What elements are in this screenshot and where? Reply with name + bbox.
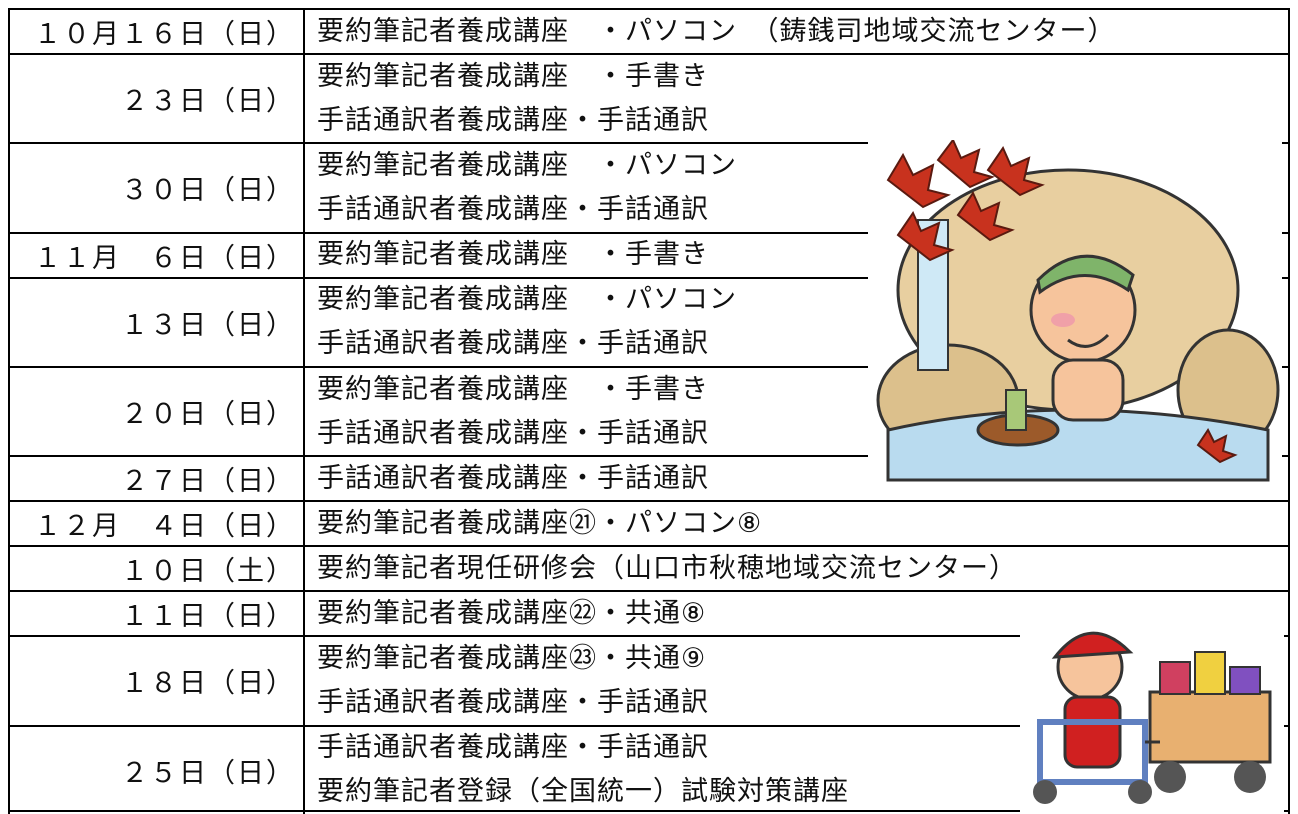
date-cell: １２月 ４日（日） bbox=[8, 502, 305, 546]
table-row: ３０日（日） 要約筆記者養成講座 ・パソコン 手話通訳者養成講座・手話通訳 bbox=[8, 142, 1290, 232]
event-line: 要約筆記者養成講座 ・パソコン bbox=[317, 149, 737, 181]
event-cell: 要約筆記者養成講座㉓・共通⑨ 手話通訳者養成講座・手話通訳 bbox=[305, 637, 1290, 725]
event-cell: 要約筆記者現任研修会（山口市秋穂地域交流センター） bbox=[305, 547, 1290, 591]
table-row: ２５日（日） 手話通訳者養成講座・手話通訳 要約筆記者登録（全国統一）試験対策講座 bbox=[8, 724, 1290, 814]
event-line: 要約筆記者養成講座 ・パソコン bbox=[317, 284, 737, 316]
table-row: １０月１６日（日） 要約筆記者養成講座 ・パソコン （鋳銭司地域交流センター） bbox=[8, 8, 1290, 53]
table-bottom-border bbox=[8, 810, 1290, 812]
date-cell: １８日（日） bbox=[8, 637, 305, 725]
event-line: 手話通訳者養成講座・手話通訳 bbox=[317, 686, 709, 718]
event-line: 手話通訳者養成講座・手話通訳 bbox=[317, 417, 709, 449]
date-cell: １０日（土） bbox=[8, 547, 305, 591]
table-row: ２０日（日） 要約筆記者養成講座 ・手書き 手話通訳者養成講座・手話通訳 bbox=[8, 365, 1290, 456]
event-cell: 手話通訳者養成講座・手話通訳 bbox=[305, 457, 1290, 501]
event-cell: 要約筆記者養成講座㉒・共通⑧ bbox=[305, 592, 1290, 636]
date-cell: ２７日（日） bbox=[8, 457, 305, 501]
event-line: 要約筆記者養成講座 ・手書き bbox=[317, 373, 709, 405]
event-cell: 手話通訳者養成講座・手話通訳要約筆記者登録（全国統一）試験対策講座 bbox=[305, 726, 1290, 814]
event-line: 手話通訳者養成講座・手話通訳 bbox=[317, 328, 709, 360]
date-cell: ２５日（日） bbox=[8, 726, 305, 814]
date-cell: ３０日（日） bbox=[8, 144, 305, 232]
event-line: 要約筆記者養成講座 ・手書き bbox=[317, 239, 709, 271]
date-cell: ２３日（日） bbox=[8, 55, 305, 143]
event-line: 手話通訳者養成講座・手話通訳 bbox=[317, 193, 709, 225]
table-row: １０日（土） 要約筆記者現任研修会（山口市秋穂地域交流センター） bbox=[8, 545, 1290, 591]
table-row: １３日（日） 要約筆記者養成講座 ・パソコン 手話通訳者養成講座・手話通訳 bbox=[8, 276, 1290, 366]
date-cell: ２０日（日） bbox=[8, 367, 305, 456]
event-cell: 要約筆記者養成講座 ・手書き bbox=[305, 233, 1290, 277]
hot-spring-illustration bbox=[868, 140, 1282, 492]
event-line: 手話通訳者養成講座・手話通訳 bbox=[317, 462, 709, 494]
event-line: 手話通訳者養成講座・手話通訳 bbox=[317, 732, 709, 764]
table-row: １１月 ６日（日） 要約筆記者養成講座 ・手書き bbox=[8, 231, 1290, 277]
event-cell: 要約筆記者養成講座 ・手書き 手話通訳者養成講座・手話通訳 bbox=[305, 55, 1290, 143]
table-row: １２月 ４日（日） 要約筆記者養成講座㉑・パソコン⑧ bbox=[8, 500, 1290, 546]
date-cell: １１日（日） bbox=[8, 592, 305, 636]
event-cell: 要約筆記者養成講座 ・手書き 手話通訳者養成講座・手話通訳 bbox=[305, 367, 1290, 456]
event-line: 要約筆記者登録（全国統一）試験対策講座 bbox=[317, 776, 849, 808]
table-row: ２７日（日） 手話通訳者養成講座・手話通訳 bbox=[8, 455, 1290, 501]
table-row: １８日（日） 要約筆記者養成講座㉓・共通⑨ 手話通訳者養成講座・手話通訳 bbox=[8, 635, 1290, 725]
event-cell: 要約筆記者養成講座 ・パソコン 手話通訳者養成講座・手話通訳 bbox=[305, 278, 1290, 366]
table-row: １１日（日） 要約筆記者養成講座㉒・共通⑧ bbox=[8, 590, 1290, 636]
event-line: 要約筆記者養成講座 ・パソコン （鋳銭司地域交流センター） bbox=[317, 15, 1116, 47]
event-cell: 要約筆記者養成講座㉑・パソコン⑧ bbox=[305, 502, 1290, 546]
date-cell: １１月 ６日（日） bbox=[8, 233, 305, 277]
event-line: 要約筆記者現任研修会（山口市秋穂地域交流センター） bbox=[317, 552, 1017, 584]
event-line: 手話通訳者養成講座・手話通訳 bbox=[317, 104, 709, 136]
date-cell: １０月１６日（日） bbox=[8, 10, 305, 53]
event-line: 要約筆記者養成講座㉑・パソコン⑧ bbox=[317, 507, 763, 539]
date-cell: １３日（日） bbox=[8, 278, 305, 366]
table-row: ２３日（日） 要約筆記者養成講座 ・手書き 手話通訳者養成講座・手話通訳 bbox=[8, 53, 1290, 143]
event-line: 要約筆記者養成講座 ・手書き bbox=[317, 60, 709, 92]
event-line: 要約筆記者養成講座㉒・共通⑧ bbox=[317, 597, 707, 629]
event-line: 要約筆記者養成講座㉓・共通⑨ bbox=[317, 642, 707, 674]
event-cell: 要約筆記者養成講座 ・パソコン 手話通訳者養成講座・手話通訳 bbox=[305, 144, 1290, 232]
event-cell: 要約筆記者養成講座 ・パソコン （鋳銭司地域交流センター） bbox=[305, 10, 1290, 53]
santa-illustration bbox=[1020, 612, 1284, 812]
